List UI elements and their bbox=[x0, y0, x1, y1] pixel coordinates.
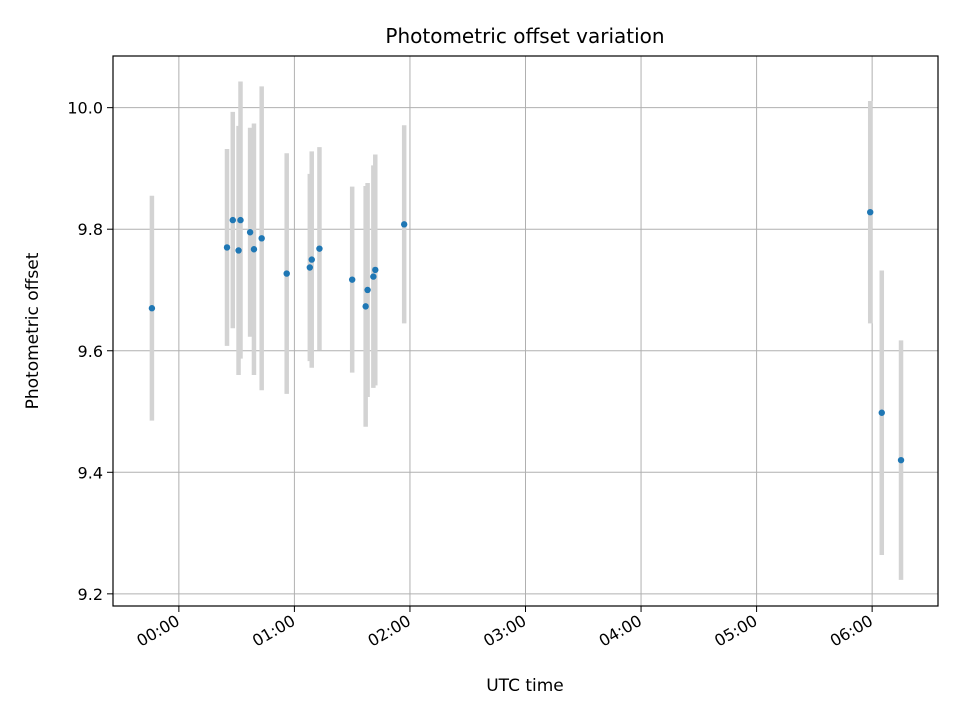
error-bars bbox=[149, 81, 904, 580]
x-tick-label: 06:00 bbox=[827, 611, 876, 651]
data-points bbox=[148, 208, 905, 464]
x-axis-label: UTC time bbox=[486, 676, 564, 696]
y-tick-label: 9.6 bbox=[78, 342, 103, 361]
x-tick-label: 00:00 bbox=[133, 611, 182, 651]
y-tick-label: 9.8 bbox=[78, 220, 103, 239]
data-point bbox=[400, 221, 408, 228]
x-axis-ticks: 00:00 01:00 02:00 03:00 04:00 05:00 06:00 bbox=[133, 606, 876, 651]
data-point bbox=[897, 456, 905, 464]
data-point bbox=[348, 276, 356, 283]
data-point bbox=[237, 216, 244, 224]
data-point bbox=[306, 264, 314, 271]
y-axis-label: Photometric offset bbox=[23, 252, 43, 409]
data-point bbox=[308, 256, 315, 263]
data-point bbox=[316, 245, 323, 252]
x-tick-label: 01:00 bbox=[249, 611, 298, 651]
y-tick-label: 9.2 bbox=[78, 585, 103, 604]
x-tick-label: 03:00 bbox=[480, 611, 529, 651]
data-point bbox=[235, 247, 242, 254]
data-point bbox=[364, 286, 371, 294]
data-point bbox=[229, 216, 236, 224]
y-tick-label: 10.0 bbox=[67, 99, 103, 118]
y-tick-label: 9.4 bbox=[78, 463, 103, 482]
x-tick-label: 02:00 bbox=[365, 611, 414, 651]
data-point bbox=[258, 235, 265, 242]
data-point bbox=[867, 208, 874, 216]
x-tick-label: 05:00 bbox=[711, 611, 760, 651]
x-tick-label: 04:00 bbox=[596, 611, 645, 651]
data-point bbox=[878, 409, 885, 416]
data-point bbox=[372, 266, 379, 274]
data-point bbox=[370, 273, 377, 280]
data-point bbox=[223, 244, 231, 251]
chart-title: Photometric offset variation bbox=[385, 24, 664, 48]
data-point bbox=[148, 305, 156, 312]
data-point bbox=[250, 246, 258, 253]
data-point bbox=[283, 270, 290, 277]
y-axis-ticks: 9.2 9.4 9.6 9.8 10.0 bbox=[67, 99, 113, 604]
data-point bbox=[362, 303, 369, 310]
data-point bbox=[246, 229, 254, 236]
